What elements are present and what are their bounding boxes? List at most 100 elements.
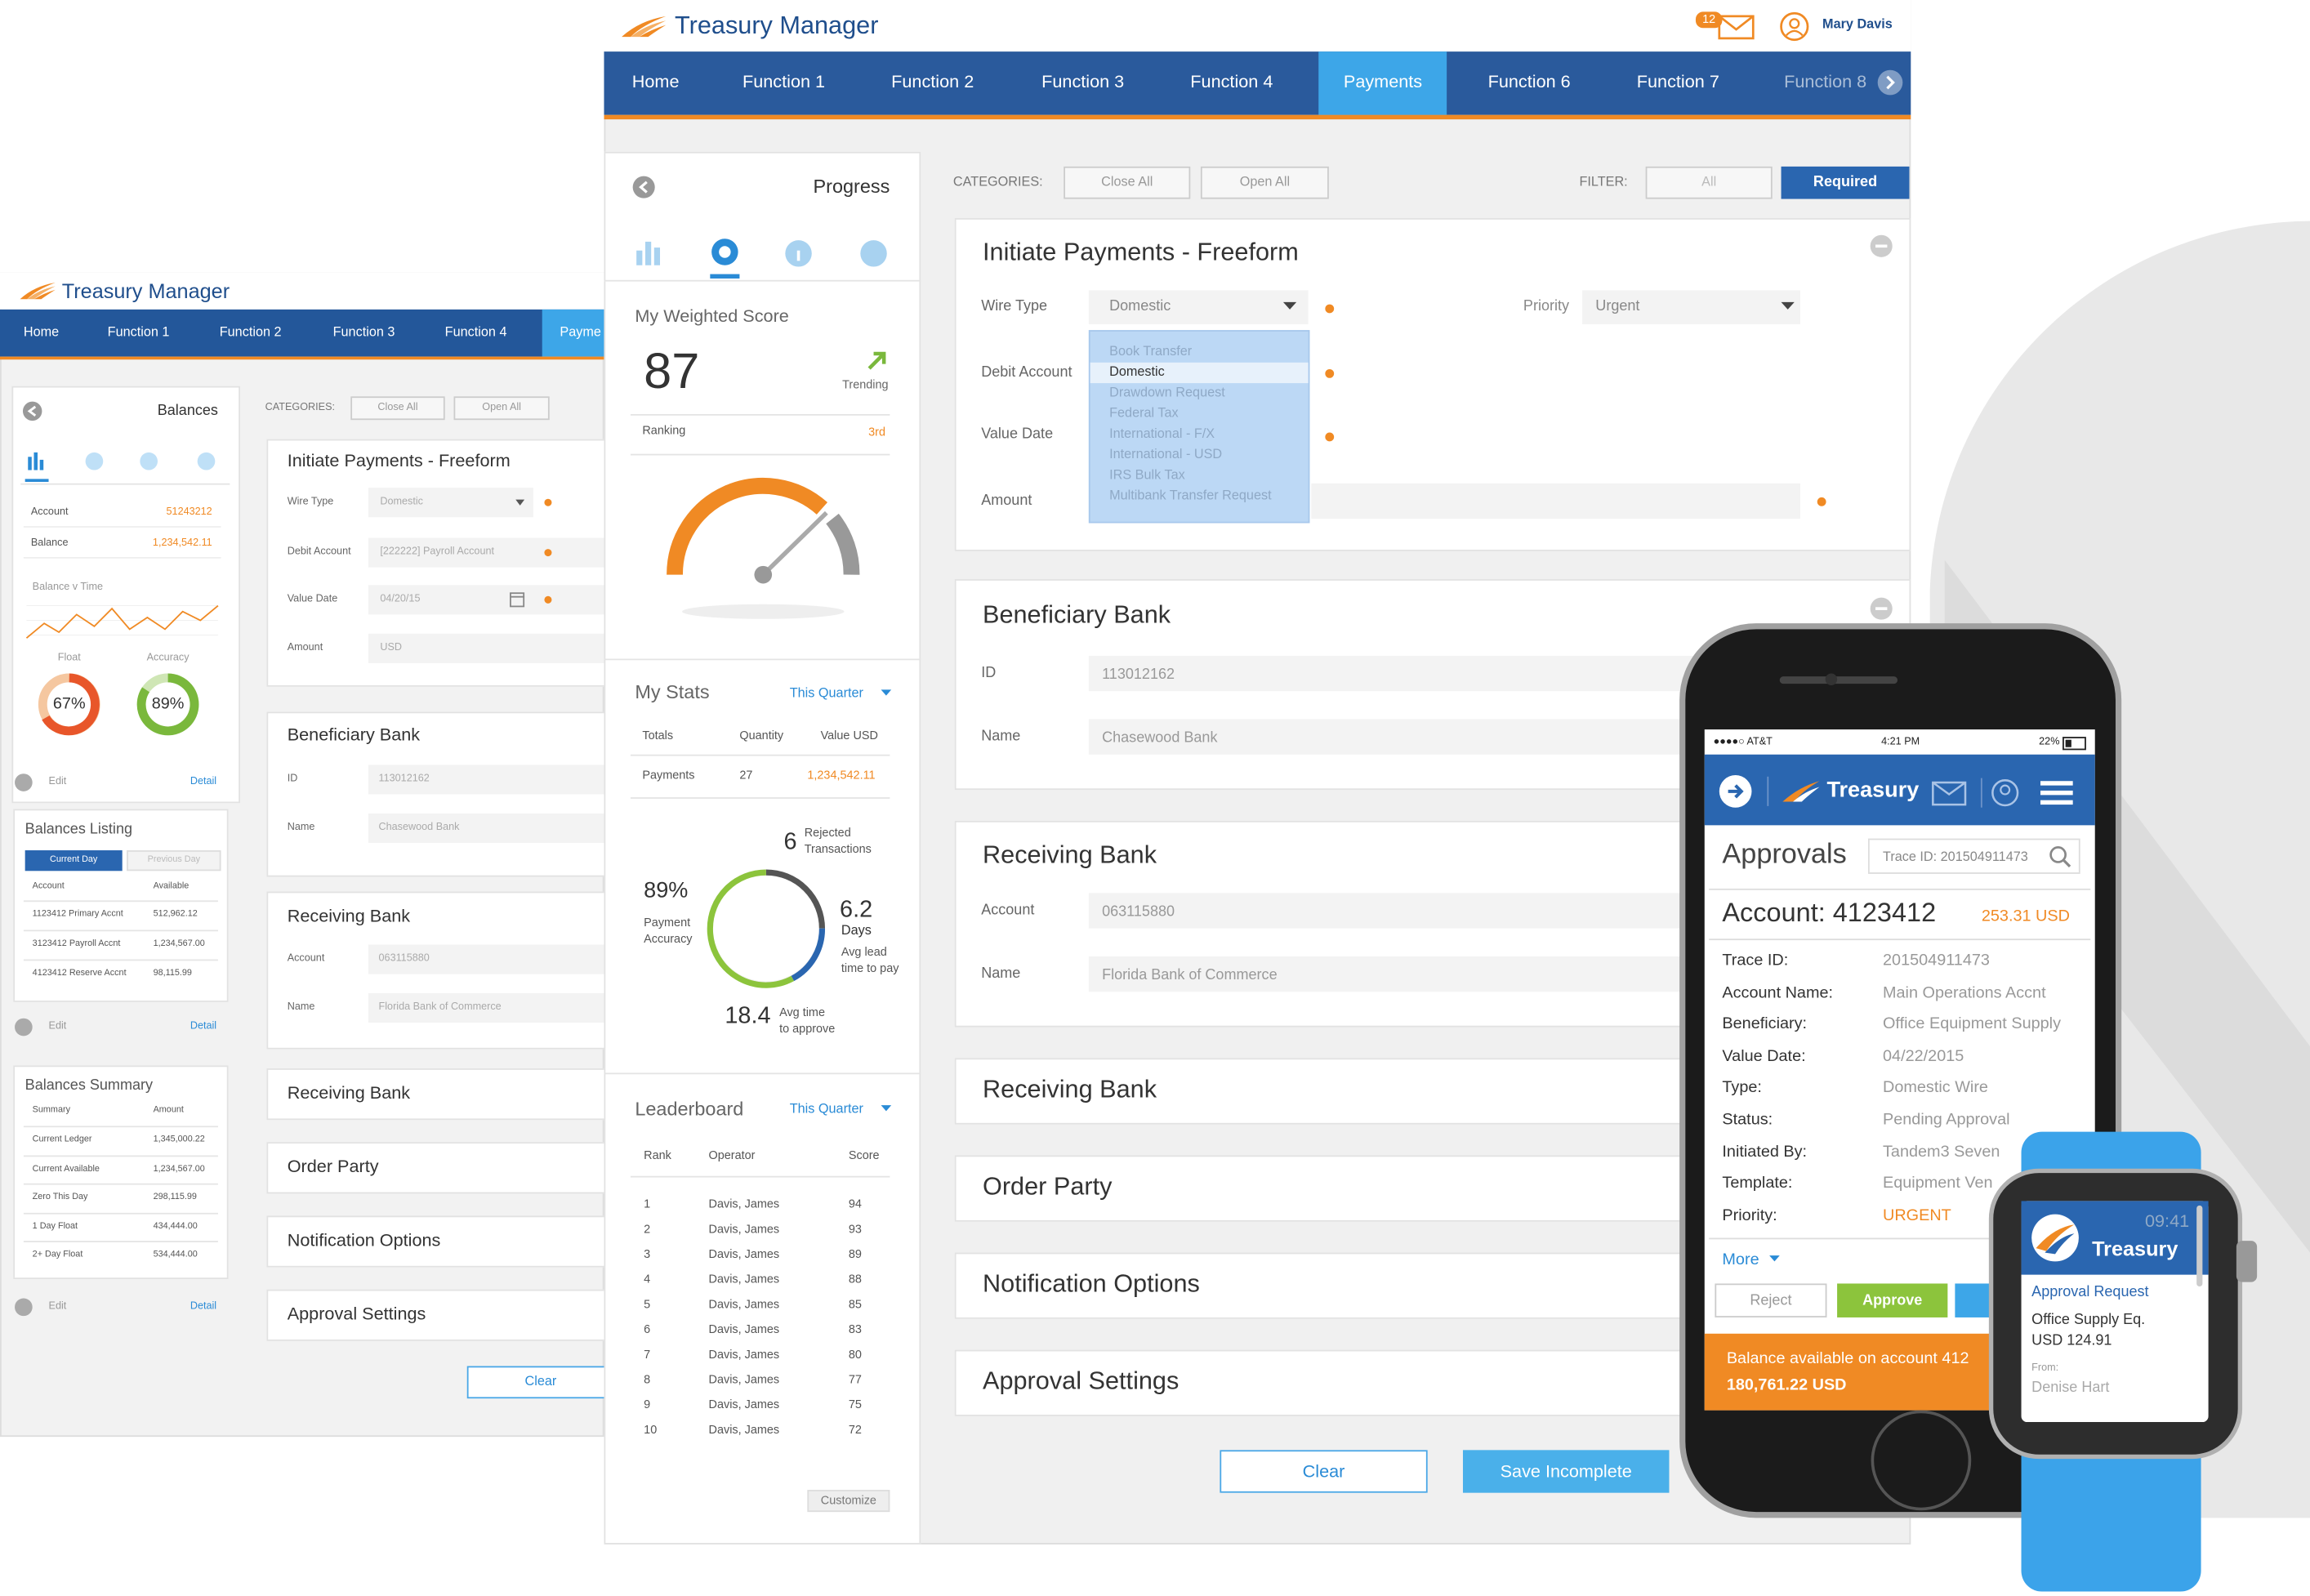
nav-item[interactable]: Function 2 bbox=[891, 71, 974, 92]
period-select[interactable]: This Quarter bbox=[789, 685, 863, 701]
trend-label: Trending bbox=[842, 377, 889, 392]
dropdown-option[interactable]: International - F/X bbox=[1109, 426, 1215, 441]
button-label[interactable]: All bbox=[1701, 173, 1717, 189]
field-label: Account bbox=[287, 953, 325, 965]
detail-link[interactable]: Detail bbox=[190, 777, 217, 787]
button[interactable] bbox=[1645, 166, 1773, 199]
nav-item[interactable]: Payments bbox=[1343, 71, 1423, 92]
tab-active[interactable] bbox=[25, 850, 123, 872]
collapsed-section[interactable] bbox=[266, 1068, 621, 1121]
nav-item[interactable]: Home bbox=[23, 324, 60, 340]
shape bbox=[1325, 368, 1335, 378]
button-label[interactable]: Required bbox=[1813, 174, 1878, 191]
approve-button-label[interactable]: Approve bbox=[1862, 1292, 1923, 1309]
clear-button-label[interactable]: Clear bbox=[524, 1373, 557, 1389]
shape bbox=[1786, 29, 1804, 37]
nav-item[interactable]: Function 4 bbox=[1190, 71, 1273, 92]
dropdown-option[interactable]: Federal Tax bbox=[1109, 405, 1179, 421]
nav-item[interactable]: Home bbox=[631, 71, 680, 92]
edit-link[interactable]: Edit bbox=[48, 1021, 67, 1032]
cell: 298,115.99 bbox=[153, 1193, 197, 1203]
nav-item[interactable]: Function 3 bbox=[1041, 71, 1125, 92]
row-line bbox=[630, 1175, 890, 1178]
donuts bbox=[38, 673, 199, 736]
tab-label[interactable]: Previous Day bbox=[147, 855, 201, 865]
dropdown-option[interactable]: IRS Bulk Tax bbox=[1109, 467, 1185, 483]
more-link[interactable]: More bbox=[1722, 1250, 1759, 1269]
button[interactable] bbox=[1781, 166, 1910, 199]
from-label: From: bbox=[2031, 1363, 2059, 1374]
button[interactable] bbox=[1064, 166, 1191, 199]
row-line bbox=[23, 900, 218, 903]
detail-label: Status: bbox=[1722, 1111, 1773, 1129]
section-title[interactable]: Approval Settings bbox=[983, 1366, 1180, 1395]
button[interactable] bbox=[1200, 166, 1329, 199]
select[interactable] bbox=[1582, 290, 1800, 324]
button[interactable] bbox=[453, 396, 550, 421]
reject-button[interactable] bbox=[1715, 1283, 1827, 1317]
nav-item[interactable]: Function 1 bbox=[742, 71, 826, 92]
shape bbox=[27, 286, 56, 300]
save-button[interactable] bbox=[1462, 1450, 1670, 1493]
button[interactable] bbox=[807, 1490, 890, 1513]
detail-link[interactable]: Detail bbox=[190, 1021, 217, 1032]
nav-item[interactable]: Function 1 bbox=[107, 324, 170, 340]
shape bbox=[682, 604, 845, 619]
detail-link[interactable]: Detail bbox=[190, 1301, 217, 1313]
nav-item[interactable]: Function 7 bbox=[1636, 71, 1719, 92]
save-button-label[interactable]: Save Incomplete bbox=[1500, 1460, 1632, 1482]
section-title[interactable]: Order Party bbox=[287, 1156, 379, 1177]
nav-item[interactable]: Function 2 bbox=[219, 324, 282, 340]
input-value: 113012162 bbox=[378, 773, 430, 785]
period-select[interactable]: This Quarter bbox=[789, 1100, 863, 1116]
reject-button-label[interactable]: Reject bbox=[1750, 1292, 1792, 1309]
clear-button[interactable] bbox=[1220, 1450, 1428, 1493]
select[interactable] bbox=[1088, 290, 1309, 324]
dropdown-option[interactable]: Drawdown Request bbox=[1109, 384, 1225, 400]
dropdown-list[interactable] bbox=[1088, 330, 1310, 524]
dropdown-option[interactable]: Book Transfer bbox=[1109, 343, 1193, 359]
button-label[interactable]: Customize bbox=[820, 1492, 876, 1507]
edit-link[interactable]: Edit bbox=[48, 1301, 67, 1313]
section-title[interactable]: Order Party bbox=[983, 1172, 1113, 1201]
nav-item[interactable]: Payme bbox=[560, 324, 601, 340]
notification-item: Office Supply Eq. bbox=[2031, 1312, 2146, 1329]
nav-item[interactable]: Function 3 bbox=[332, 324, 395, 340]
tab[interactable] bbox=[127, 850, 221, 872]
shape bbox=[1282, 301, 1297, 310]
shape bbox=[15, 1018, 33, 1037]
camera bbox=[1825, 673, 1838, 685]
dropdown-option[interactable]: Domestic bbox=[1109, 363, 1165, 379]
stat-label: Transactions bbox=[804, 842, 872, 856]
button-label[interactable]: Open All bbox=[1239, 173, 1291, 189]
tab-icons bbox=[636, 239, 887, 279]
shape bbox=[796, 250, 800, 261]
scrollbar bbox=[2196, 1205, 2203, 1287]
collapsed-section[interactable] bbox=[266, 1215, 621, 1268]
button[interactable] bbox=[350, 396, 445, 421]
collapsed-section[interactable] bbox=[266, 1142, 621, 1194]
shape bbox=[826, 513, 860, 575]
search-box[interactable] bbox=[1867, 838, 2080, 874]
section-title[interactable]: Receiving Bank bbox=[287, 1082, 411, 1103]
clear-button[interactable] bbox=[466, 1366, 615, 1399]
section-title[interactable]: Notification Options bbox=[983, 1269, 1200, 1298]
edit-link[interactable]: Edit bbox=[48, 777, 67, 787]
cell: 6 bbox=[644, 1322, 651, 1336]
nav-item[interactable]: Function 6 bbox=[1487, 71, 1571, 92]
tab-label[interactable]: Current Day bbox=[50, 855, 98, 865]
approve-button[interactable] bbox=[1837, 1283, 1948, 1317]
stat-label: Payment bbox=[644, 916, 691, 930]
dropdown-option[interactable]: Multibank Transfer Request bbox=[1109, 488, 1272, 503]
section-title[interactable]: Receiving Bank bbox=[983, 1075, 1157, 1103]
collapsed-section[interactable] bbox=[266, 1289, 621, 1341]
button-label[interactable]: Close All bbox=[377, 402, 418, 413]
button-label[interactable]: Close All bbox=[1101, 173, 1153, 189]
button-label[interactable]: Open All bbox=[482, 402, 521, 413]
nav-item[interactable]: Function 8 bbox=[1784, 71, 1867, 92]
section-title[interactable]: Notification Options bbox=[287, 1229, 441, 1250]
section-title[interactable]: Approval Settings bbox=[287, 1303, 426, 1324]
dropdown-option[interactable]: International - USD bbox=[1109, 446, 1223, 461]
nav-item[interactable]: Function 4 bbox=[444, 324, 507, 340]
clear-button-label[interactable]: Clear bbox=[1302, 1460, 1345, 1482]
